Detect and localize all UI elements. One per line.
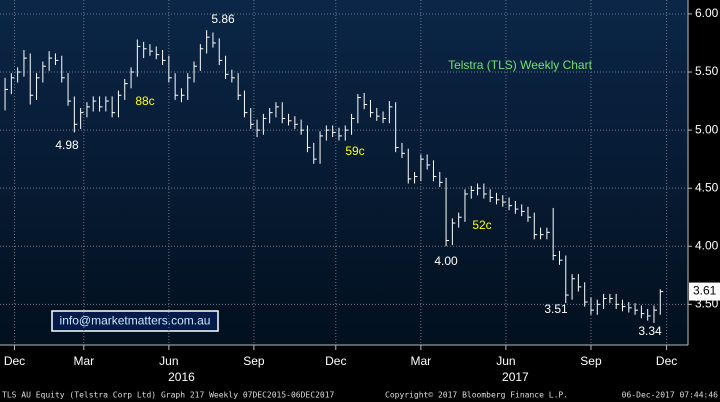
x-tick-label: Dec [325,354,346,368]
year-label: 2016 [168,370,195,384]
last-price-label: 3.61 [693,284,717,298]
annotation: 4.98 [55,138,79,152]
x-tick-label: Mar [73,354,94,368]
annotation: 4.00 [434,254,458,268]
footer-left: TLS AU Equity (Telstra Corp Ltd) Graph 2… [2,391,335,400]
x-tick-label: Sep [243,354,265,368]
annotation: 59c [345,144,364,158]
footer-copyright: Copyright© 2017 Bloomberg Finance L.P. [385,391,568,400]
watermark: info@marketmatters.com.au [60,314,211,328]
y-tick-label: 5.50 [695,64,719,78]
y-tick-label: 4.00 [695,238,719,252]
x-tick-label: Dec [656,354,677,368]
x-tick-label: Jun [496,354,515,368]
plot-area [0,0,688,345]
footer-date: 06-Dec-2017 07:44:46 [622,391,719,400]
x-tick-label: Jun [159,354,178,368]
x-tick-label: Sep [580,354,602,368]
annotation: 3.34 [638,324,662,338]
annotation: 3.51 [544,302,568,316]
x-tick-label: Dec [4,354,25,368]
watermark-box [51,310,219,332]
y-tick-label: 5.00 [695,122,719,136]
x-tick-label: Mar [411,354,432,368]
y-tick-label: 6.00 [695,6,719,20]
chart-title: Telstra (TLS) Weekly Chart [448,58,592,72]
annotation: 88c [135,94,154,108]
last-price-box [689,282,720,301]
y-tick-label: 4.50 [695,180,719,194]
annotation: 5.86 [211,12,235,26]
year-label: 2017 [502,370,529,384]
annotation: 52c [472,218,491,232]
